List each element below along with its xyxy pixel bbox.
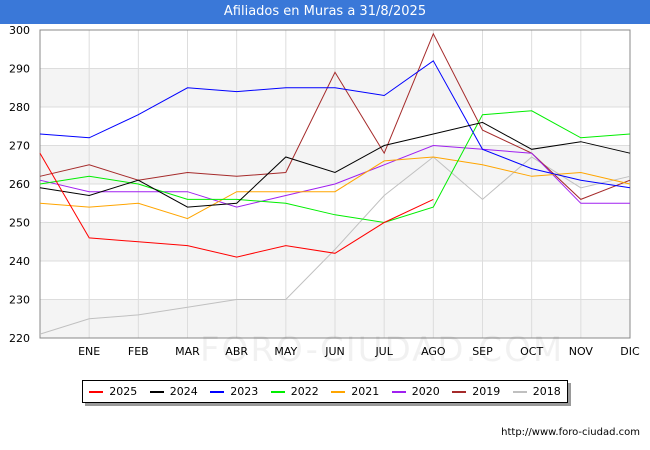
x-tick-label: DIC [620, 345, 640, 358]
legend-label: 2020 [411, 385, 440, 398]
y-tick-label: 270 [9, 140, 30, 153]
y-tick-label: 290 [9, 63, 30, 76]
legend-swatch [452, 390, 467, 393]
legend-item-2021: 2021 [331, 385, 379, 398]
legend-swatch [149, 390, 164, 393]
x-tick-label: SEP [472, 345, 493, 358]
y-tick-label: 260 [9, 178, 30, 191]
legend-swatch [89, 390, 104, 393]
x-tick-label: JUN [324, 345, 345, 358]
y-tick-label: 300 [9, 24, 30, 37]
x-tick-label: ABR [225, 345, 248, 358]
legend-label: 2023 [230, 385, 259, 398]
series-line-2022 [39, 110, 631, 224]
chart-title: Afiliados en Muras a 31/8/2025 [0, 0, 650, 24]
legend-swatch [512, 390, 527, 393]
legend-label: 2019 [472, 385, 501, 398]
legend-item-2020: 2020 [391, 385, 440, 398]
legend-item-2018: 2018 [512, 385, 561, 398]
legend-label: 2018 [532, 385, 561, 398]
x-tick-label: MAY [274, 345, 297, 358]
legend: 2025 2024 2023 2022 2021 2020 2019 2018 [82, 380, 568, 403]
x-tick-label: FEB [128, 345, 149, 358]
x-tick-label: NOV [569, 345, 594, 358]
y-tick-label: 230 [9, 294, 30, 307]
legend-item-2024: 2024 [149, 385, 198, 398]
y-tick-label: 240 [9, 255, 30, 268]
series-line-2020 [39, 144, 630, 208]
legend-label: 2022 [290, 385, 319, 398]
legend-swatch [270, 390, 285, 393]
x-tick-label: ENE [78, 345, 100, 358]
watermark: FORO-CIUDAD.COM [200, 330, 565, 370]
series-line-2025 [39, 152, 434, 258]
source-link[interactable]: http://www.foro-ciudad.com [501, 427, 640, 438]
y-tick-label: 220 [9, 332, 30, 345]
y-tick-label: 250 [9, 217, 30, 230]
legend-item-2023: 2023 [210, 385, 258, 398]
legend-label: 2025 [109, 385, 138, 398]
x-tick-label: AGO [421, 345, 446, 358]
legend-swatch [210, 390, 225, 393]
x-tick-label: MAR [175, 345, 200, 358]
y-tick-label: 280 [9, 101, 30, 114]
legend-label: 2024 [169, 385, 198, 398]
legend-label: 2021 [351, 385, 380, 398]
series-line-2018 [39, 156, 631, 335]
series-line-2024 [39, 121, 631, 208]
legend-item-2025: 2025 [89, 385, 137, 398]
legend-swatch [331, 390, 346, 393]
legend-item-2019: 2019 [452, 385, 500, 398]
x-tick-label: JUL [374, 345, 393, 358]
x-tick-label: OCT [520, 345, 543, 358]
legend-item-2022: 2022 [270, 385, 319, 398]
series-line-2023 [39, 60, 631, 189]
series-line-2021 [39, 156, 631, 220]
legend-swatch [391, 390, 406, 393]
